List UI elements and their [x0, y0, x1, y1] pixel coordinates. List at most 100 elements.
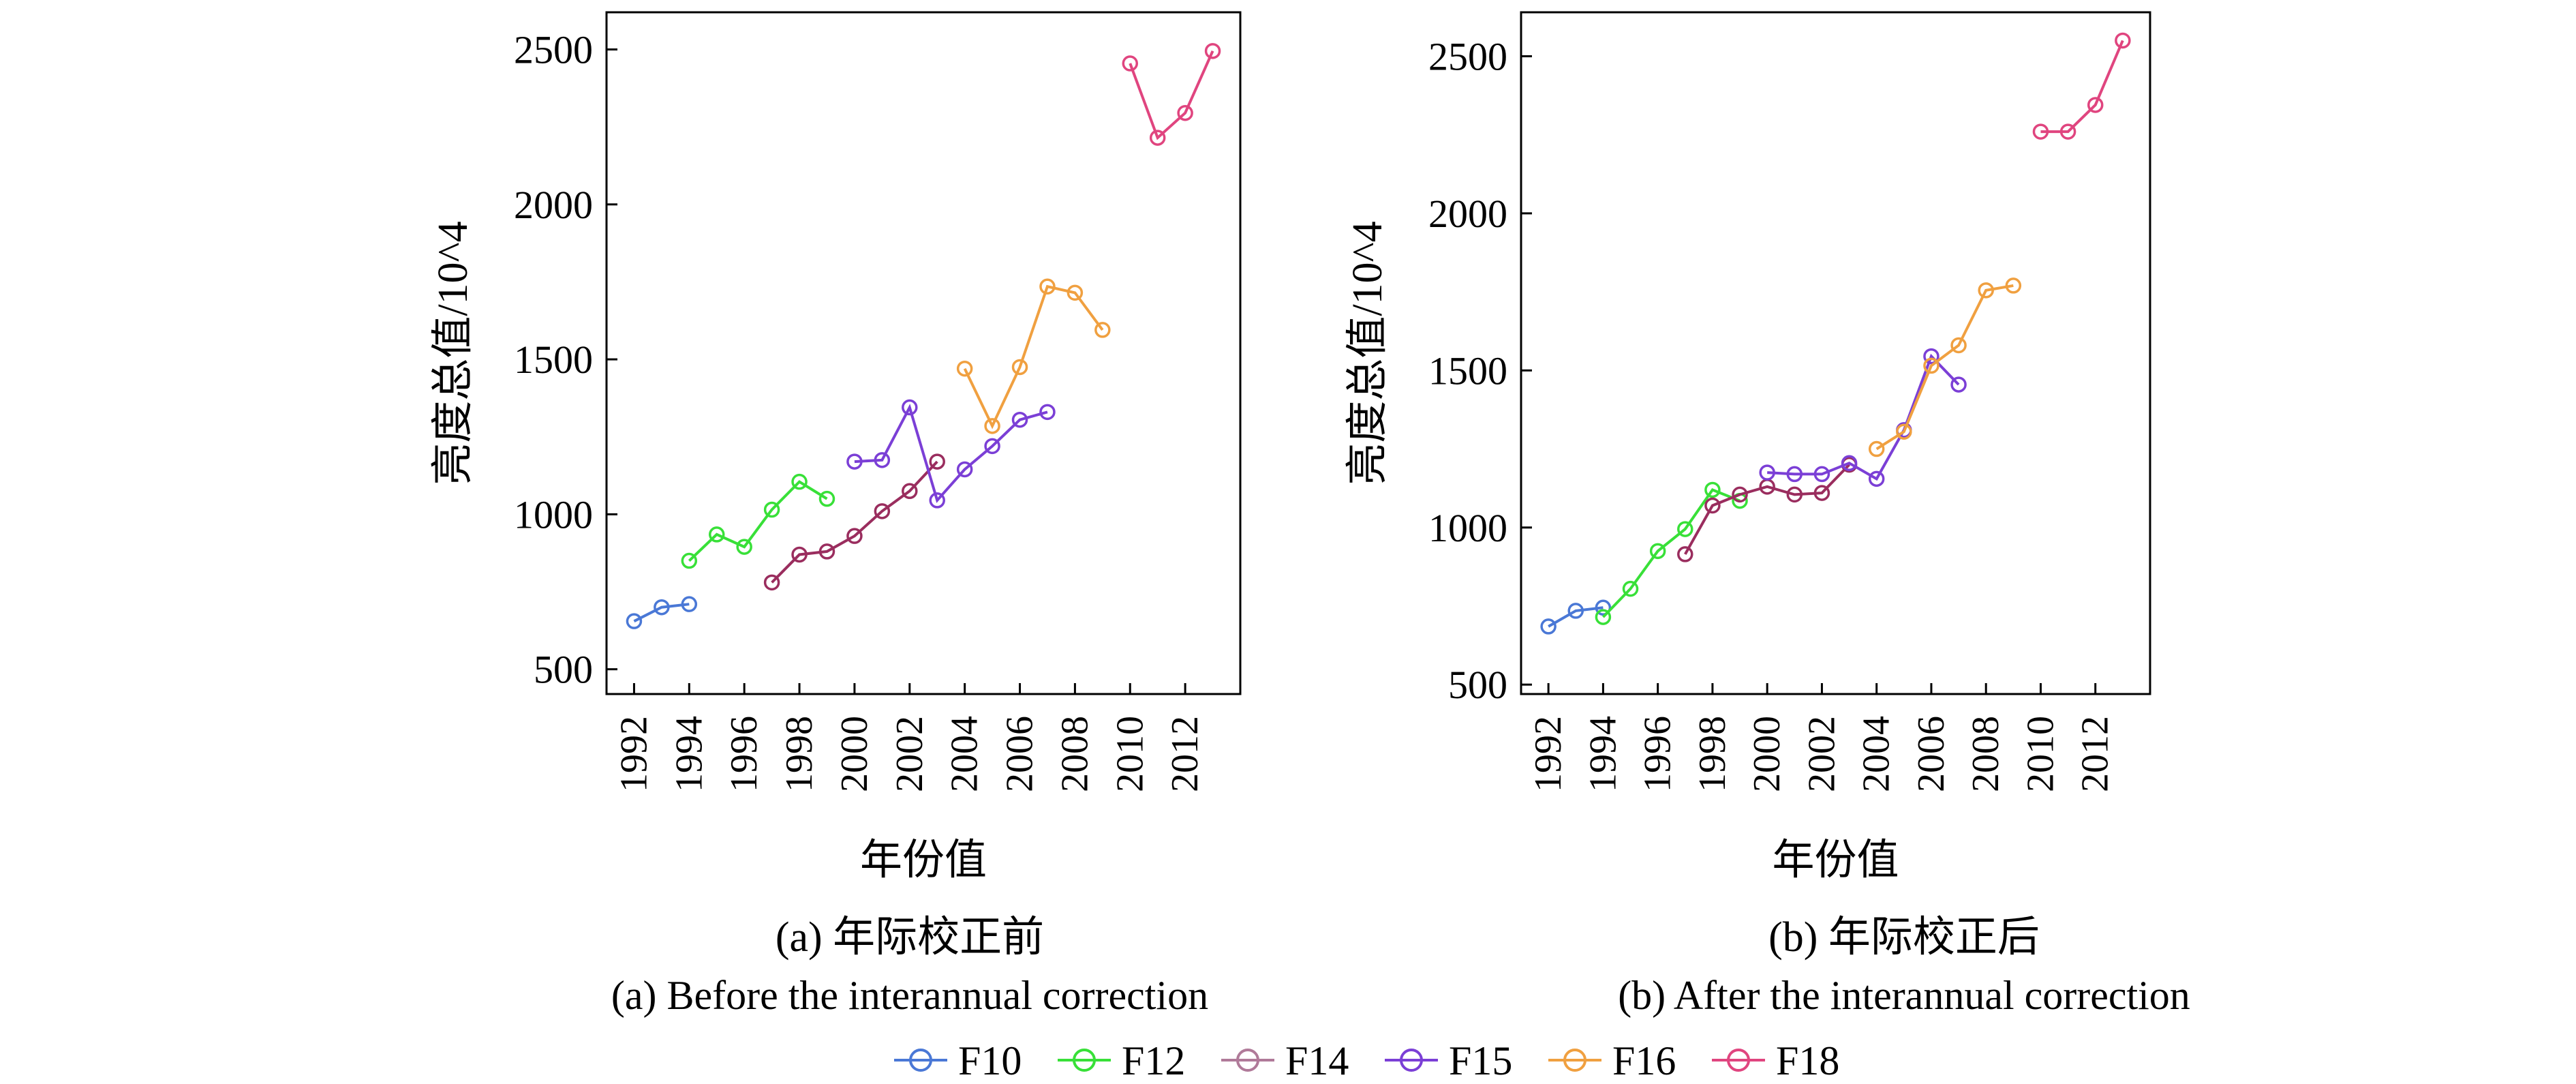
x-tick-label: 1998 — [1691, 716, 1734, 792]
data-point-f12 — [1595, 609, 1612, 625]
x-tick-label: 2006 — [999, 716, 1041, 792]
data-point-f14 — [874, 503, 891, 520]
caption-cn: (b) 年际校正后 — [1768, 914, 2040, 961]
data-point-f12 — [681, 552, 698, 569]
series-line-f10 — [633, 603, 690, 622]
legend-marker-f16 — [1563, 1049, 1586, 1072]
x-tick-label: 2006 — [1910, 716, 1952, 792]
x-tick-label: 2008 — [1965, 716, 2007, 792]
x-tick-label: 2002 — [889, 716, 931, 792]
data-point-f12 — [1677, 521, 1693, 537]
data-point-f16 — [1011, 359, 1028, 376]
data-point-f12 — [708, 526, 725, 543]
data-point-f14 — [902, 483, 918, 500]
legend-marker-f18 — [1727, 1049, 1750, 1072]
data-point-f15 — [929, 492, 945, 509]
data-point-f10 — [654, 599, 670, 616]
x-tick-label: 1994 — [668, 716, 710, 792]
y-tick-label: 1000 — [514, 492, 593, 537]
data-point-f16 — [956, 360, 973, 377]
data-point-f18 — [2059, 123, 2076, 140]
data-point-f18 — [2032, 123, 2049, 140]
x-tick-label: 2004 — [1856, 716, 1898, 792]
y-axis-title: 亮度总值/10^4 — [1345, 221, 1391, 485]
data-point-f16 — [1868, 440, 1885, 457]
data-point-f16 — [1039, 278, 1056, 295]
legend-label-f14: F14 — [1285, 1038, 1349, 1083]
plot-frame — [1520, 11, 2151, 695]
data-point-f12 — [1704, 481, 1721, 498]
data-point-f15 — [902, 399, 918, 416]
data-point-f16 — [1896, 423, 1912, 440]
x-tick-label: 2000 — [1746, 716, 1788, 792]
y-tick-label: 1500 — [1428, 348, 1507, 393]
legend-label-f15: F15 — [1449, 1038, 1512, 1083]
legend-marker-f12 — [1073, 1049, 1096, 1072]
data-point-f15 — [874, 452, 891, 468]
data-point-f15 — [956, 461, 973, 478]
x-tick-label: 1992 — [1527, 716, 1569, 792]
legend-label-f16: F16 — [1612, 1038, 1676, 1083]
data-point-f18 — [1204, 43, 1221, 59]
data-point-f16 — [1950, 337, 1967, 354]
series-line-f18 — [2040, 40, 2124, 134]
series-line-f14 — [771, 460, 938, 584]
x-tick-label: 2008 — [1054, 716, 1096, 792]
data-point-f18 — [2115, 32, 2131, 49]
data-point-f14 — [1813, 485, 1830, 501]
data-point-f15 — [984, 438, 1000, 455]
data-point-f15 — [1039, 404, 1056, 421]
x-tick-label: 1994 — [1582, 716, 1624, 792]
data-point-f14 — [791, 546, 808, 563]
y-tick-label: 2500 — [514, 28, 593, 72]
y-tick-label: 500 — [534, 648, 593, 692]
series-line-f15 — [1767, 353, 1960, 481]
y-axis-title: 亮度总值/10^4 — [430, 221, 476, 485]
legend-label-f12: F12 — [1122, 1038, 1185, 1083]
x-axis-title: 年份值 — [1772, 837, 1899, 884]
data-point-f18 — [1122, 55, 1139, 72]
data-point-f14 — [818, 543, 835, 560]
y-tick-label: 1000 — [1428, 506, 1507, 550]
data-point-f15 — [1950, 376, 1967, 393]
y-tick-label: 500 — [1448, 663, 1507, 707]
data-point-f16 — [1067, 284, 1084, 301]
data-point-f10 — [681, 596, 698, 612]
data-point-f16 — [1923, 357, 1939, 374]
data-point-f14 — [1704, 497, 1721, 514]
x-tick-label: 2002 — [1800, 716, 1843, 792]
data-point-f15 — [1011, 411, 1028, 428]
data-point-f15 — [1841, 455, 1858, 472]
x-tick-label: 2012 — [1164, 716, 1206, 792]
data-point-f15 — [846, 453, 863, 470]
series-line-f16 — [1875, 284, 2014, 451]
data-point-f12 — [763, 501, 780, 518]
data-point-f10 — [1595, 599, 1612, 616]
data-point-f14 — [846, 528, 863, 544]
data-point-f14 — [1732, 486, 1748, 503]
data-point-f14 — [929, 453, 945, 470]
data-point-f18 — [2087, 97, 2104, 113]
data-point-f18 — [1177, 104, 1193, 121]
x-tick-label: 1996 — [1637, 716, 1679, 792]
x-tick-label: 2004 — [944, 716, 986, 792]
data-point-f12 — [1622, 580, 1639, 597]
x-tick-label: 2010 — [2019, 716, 2061, 792]
x-tick-label: 1996 — [723, 716, 765, 792]
caption-en: (b) After the interannual correction — [1618, 973, 2190, 1018]
data-point-f16 — [1978, 282, 1994, 299]
data-point-f10 — [626, 613, 643, 629]
y-tick-label: 2000 — [1428, 192, 1507, 236]
legend: F10 F12 F14 F15 F16 F18 — [894, 1038, 1839, 1083]
data-point-f12 — [818, 490, 835, 507]
data-point-f15 — [1868, 470, 1885, 487]
data-point-f12 — [791, 473, 808, 490]
series-line-f14 — [1684, 464, 1851, 555]
panel-b: 500 1000 1500 2000 2500 1992 1994 1996 1998 2000 2… — [1345, 11, 2190, 1018]
legend-marker-f15 — [1400, 1049, 1423, 1072]
data-point-f15 — [1813, 466, 1830, 483]
data-point-f10 — [1540, 618, 1557, 635]
x-tick-label: 1998 — [778, 716, 821, 792]
data-point-f12 — [736, 539, 752, 555]
